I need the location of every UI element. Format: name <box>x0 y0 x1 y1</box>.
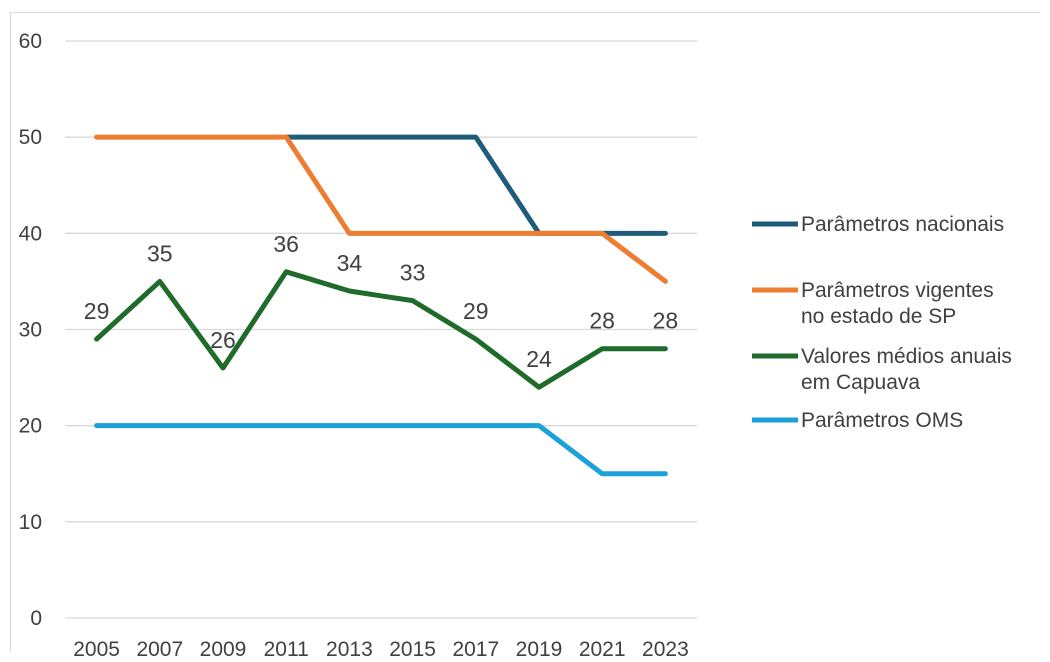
data-label: 28 <box>653 308 679 334</box>
data-label: 29 <box>84 298 110 324</box>
legend-entry: Parâmetros nacionais <box>801 213 1004 236</box>
series-line-2 <box>94 269 668 390</box>
x-tick-label: 2017 <box>452 638 499 661</box>
legend-line: em Capuava <box>801 371 920 394</box>
x-tick-label: 2023 <box>642 638 689 661</box>
x-tick-label: 2009 <box>200 638 247 661</box>
x-tick-label: 2013 <box>326 638 373 661</box>
y-tick-label: 50 <box>19 126 42 149</box>
x-axis-ticks: 2005 2007 2009 2011 2013 2015 2017 2019 2021 2023 <box>73 638 689 661</box>
data-label: 33 <box>400 260 426 286</box>
y-tick-label: 20 <box>19 415 42 438</box>
y-tick-label: 0 <box>30 607 42 630</box>
y-tick-label: 10 <box>19 511 42 534</box>
data-label: 26 <box>210 327 236 353</box>
x-tick-label: 2005 <box>73 638 120 661</box>
legend-entry: Parâmetros OMS <box>801 409 963 432</box>
y-tick-label: 40 <box>19 222 42 245</box>
data-label: 35 <box>147 240 173 266</box>
y-axis-ticks: 0 10 20 30 40 50 60 <box>19 30 42 630</box>
x-tick-label: 2015 <box>389 638 436 661</box>
legend-line: Valores médios anuais <box>801 345 1012 368</box>
chart-frame <box>10 12 1040 652</box>
data-label: 28 <box>589 308 615 334</box>
x-tick-label: 2021 <box>579 638 626 661</box>
data-label: 34 <box>337 250 363 276</box>
x-tick-label: 2007 <box>136 638 183 661</box>
x-tick-label: 2011 <box>264 638 309 661</box>
data-label: 29 <box>463 298 489 324</box>
series-line-3 <box>94 423 668 477</box>
legend: Parâmetros nacionais Parâmetros vigentes n… <box>752 213 1012 432</box>
y-tick-label: 60 <box>19 30 42 53</box>
legend-line: Parâmetros vigentes <box>801 279 994 302</box>
y-tick-label: 30 <box>19 319 42 342</box>
legend-line: no estado de SP <box>801 305 956 328</box>
data-label: 36 <box>273 231 299 257</box>
data-label: 24 <box>526 346 552 372</box>
series-lines <box>94 134 668 477</box>
x-tick-label: 2019 <box>516 638 563 661</box>
series-line-0 <box>283 134 668 236</box>
legend-entry: Valores médios anuais em Capuava <box>801 345 1012 394</box>
data-labels: 29 35 26 36 34 33 29 24 28 28 <box>84 231 678 372</box>
series-line-1 <box>94 134 668 284</box>
legend-entry: Parâmetros vigentes no estado de SP <box>801 279 994 328</box>
